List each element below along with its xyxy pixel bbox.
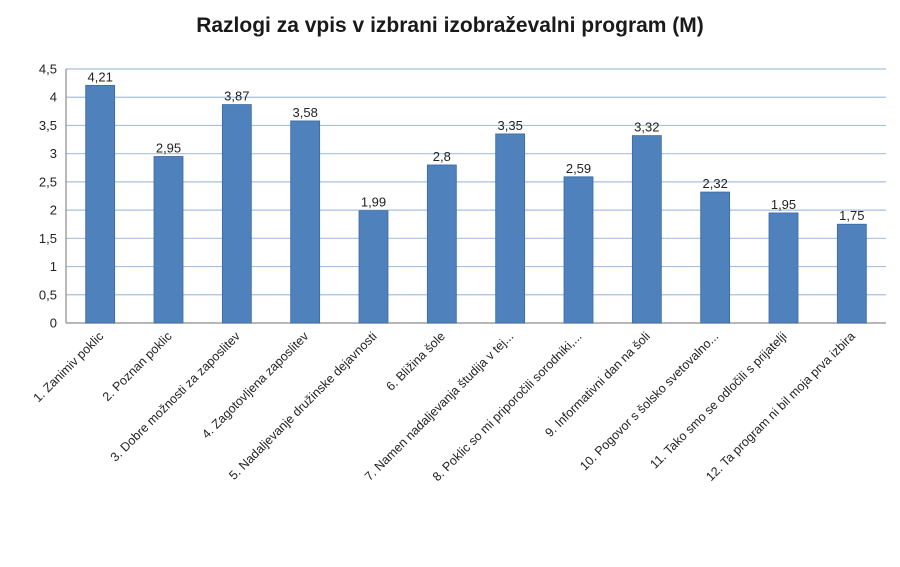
bar xyxy=(153,156,184,324)
data-label: 3,87 xyxy=(224,89,249,104)
data-label: 3,35 xyxy=(498,118,523,133)
bar xyxy=(221,104,252,324)
data-label: 1,75 xyxy=(839,208,864,223)
x-tick-label: 12. Ta program ni bil moja prva izbira xyxy=(703,329,858,484)
bar xyxy=(563,176,594,324)
bar xyxy=(495,133,526,324)
data-label: 4,21 xyxy=(88,69,113,84)
y-tick-label: 0,5 xyxy=(39,287,57,302)
bar xyxy=(700,191,731,324)
data-label: 3,32 xyxy=(634,120,659,135)
data-label: 1,99 xyxy=(361,195,386,210)
x-tick-label: 5. Nadaljevanje družinske dejavnosti xyxy=(226,329,379,482)
data-label: 2,95 xyxy=(156,140,181,155)
bar xyxy=(358,210,389,324)
y-tick-label: 1,5 xyxy=(39,231,57,246)
x-tick-label: 3. Dobre možnosti za zaposlitev xyxy=(108,329,244,465)
chart-title: Razlogi za vpis v izbrani izobraževalni … xyxy=(196,14,704,37)
y-tick-label: 1 xyxy=(50,259,57,274)
bar xyxy=(768,212,799,324)
x-tick-label: 11. Tako smo se odločili s prijatelji xyxy=(647,329,789,471)
y-tick-label: 4,5 xyxy=(39,62,57,77)
y-tick-label: 0 xyxy=(50,316,57,331)
x-tick-label: 8. Poklic so mi priporočili sorodniki,..… xyxy=(430,329,585,484)
y-tick-label: 3,5 xyxy=(39,118,57,133)
data-label: 2,8 xyxy=(433,149,451,164)
x-tick-label: 6. Bližina šole xyxy=(384,329,448,393)
data-label: 1,95 xyxy=(771,197,796,212)
y-tick-label: 3 xyxy=(50,146,57,161)
x-tick-label: 2. Poznan poklic xyxy=(100,329,175,404)
x-tick-label: 10. Pogovor s šolsko svetovalno... xyxy=(577,329,721,473)
bar xyxy=(836,223,867,324)
x-tick-label: 1. Zanimiv poklic xyxy=(31,329,107,405)
bar xyxy=(631,135,662,324)
bar xyxy=(290,120,321,324)
y-tick-label: 2,5 xyxy=(39,174,57,189)
data-label: 2,59 xyxy=(566,161,591,176)
y-tick-label: 2 xyxy=(50,203,57,218)
bar xyxy=(426,164,457,324)
data-label: 2,32 xyxy=(703,176,728,191)
data-label: 3,58 xyxy=(293,105,318,120)
bar xyxy=(85,84,116,324)
x-tick-label: 7. Namen nadaljevanja študija v tej... xyxy=(362,329,516,483)
y-tick-label: 4 xyxy=(50,90,57,105)
